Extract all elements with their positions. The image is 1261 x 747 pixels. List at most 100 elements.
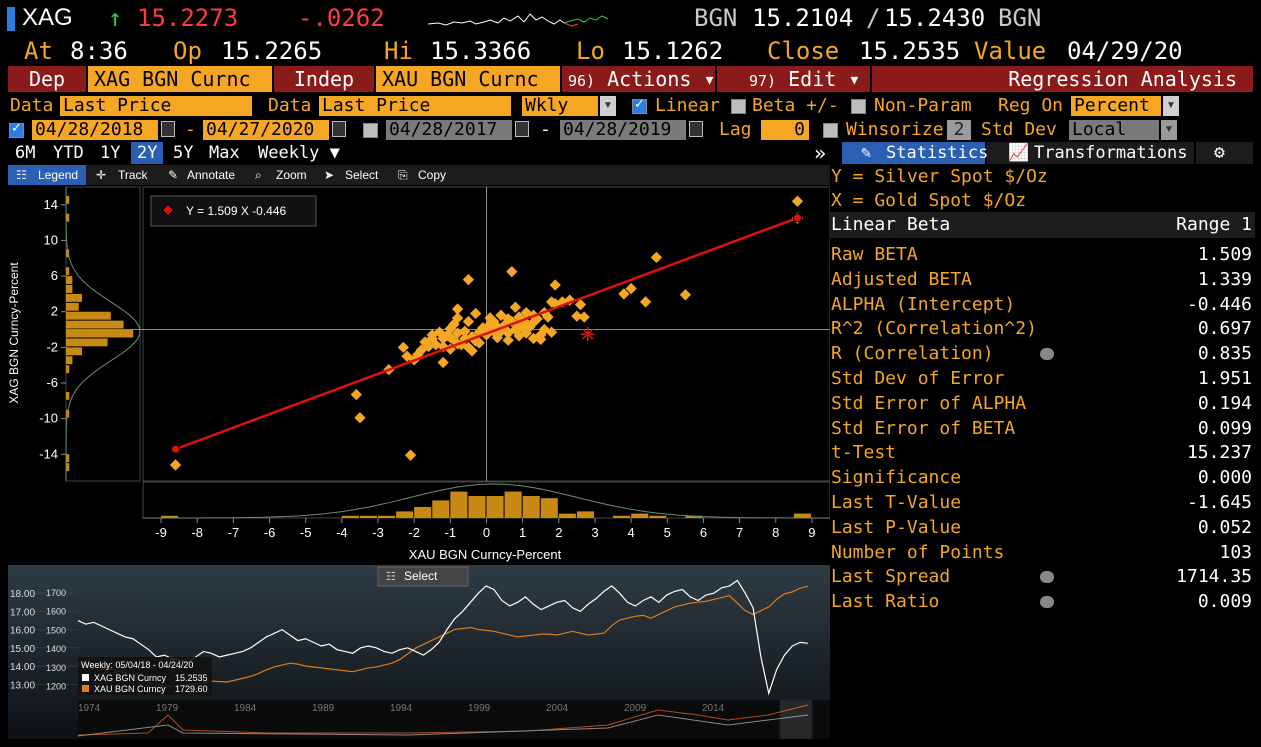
- data2-field[interactable]: Last Price: [319, 96, 511, 116]
- settings-gear-button[interactable]: [1196, 142, 1253, 164]
- data1-field[interactable]: Last Price: [60, 96, 252, 116]
- scatter-point[interactable]: [462, 315, 475, 328]
- scatter-point[interactable]: [401, 350, 413, 362]
- scatter-point[interactable]: [513, 330, 525, 342]
- scatter-point[interactable]: [679, 289, 692, 301]
- scatter-point[interactable]: [506, 265, 518, 278]
- track-icon[interactable]: ✛: [96, 168, 107, 182]
- scatter-point[interactable]: [542, 311, 554, 323]
- select-label[interactable]: Select: [345, 168, 379, 182]
- right-axis-tick: 1300: [46, 663, 66, 673]
- reg-on-dropdown-icon[interactable]: ▼: [1163, 96, 1179, 116]
- bid-price: 15.2104: [752, 4, 854, 32]
- range1-checkbox[interactable]: [9, 120, 24, 138]
- range1-start-date[interactable]: 04/28/2018: [32, 120, 158, 140]
- gear-icon[interactable]: ⚙: [1214, 142, 1225, 163]
- scatter-point[interactable]: [473, 337, 485, 349]
- mini-chart-icon[interactable]: [1040, 571, 1054, 584]
- beta-checkbox[interactable]: [731, 99, 746, 114]
- y-histogram-bar: [66, 365, 70, 374]
- mini-chart-icon[interactable]: [1040, 596, 1054, 609]
- track-label[interactable]: Track: [118, 168, 148, 182]
- indep-security-field[interactable]: XAU BGN Curnc: [376, 66, 560, 92]
- scatter-point[interactable]: [545, 326, 558, 338]
- edit-number: 97): [749, 72, 777, 90]
- scatter-point[interactable]: [354, 412, 366, 424]
- scatter-point[interactable]: [404, 449, 417, 461]
- range2-checkbox[interactable]: [363, 123, 378, 138]
- xag-legend-swatch: [82, 674, 89, 681]
- winsorize-checkbox[interactable]: [823, 123, 838, 138]
- scatter-point[interactable]: [451, 327, 464, 339]
- navigator-window[interactable]: [779, 699, 813, 739]
- select-button[interactable]: [377, 566, 469, 587]
- select-arrow-icon[interactable]: ➤: [324, 168, 335, 182]
- tab-1y[interactable]: 1Y: [100, 143, 121, 163]
- tab-max[interactable]: Max: [209, 143, 240, 163]
- annotate-label[interactable]: Annotate: [187, 168, 236, 182]
- edit-label: Edit ▾: [788, 67, 861, 91]
- right-axis-tick: 1500: [46, 625, 66, 635]
- reg-on-select[interactable]: Percent: [1071, 96, 1161, 116]
- zoom-icon[interactable]: ⌕: [255, 168, 262, 182]
- ticker[interactable]: XAG: [22, 4, 73, 31]
- scatter-point[interactable]: [444, 331, 456, 344]
- scatter-point[interactable]: [397, 341, 409, 354]
- annotate-icon[interactable]: ✎: [168, 168, 179, 182]
- period-select[interactable]: Wkly: [522, 96, 598, 116]
- tab-2y[interactable]: 2Y: [131, 142, 164, 164]
- scatter-point[interactable]: [535, 329, 547, 341]
- calendar-icon[interactable]: [161, 121, 175, 137]
- statistics-tab[interactable]: [842, 142, 985, 164]
- scatter-point[interactable]: [571, 310, 583, 322]
- scatter-point[interactable]: [437, 332, 449, 345]
- scatter-point[interactable]: [437, 356, 449, 369]
- y-tick-label: 2: [51, 304, 58, 319]
- linear-checkbox[interactable]: [632, 96, 647, 114]
- calendar-icon[interactable]: [332, 121, 346, 137]
- tab-weekly[interactable]: Weekly ▼: [258, 143, 340, 163]
- scatter-point[interactable]: [426, 332, 438, 345]
- zoom-label[interactable]: Zoom: [276, 168, 307, 182]
- range1-end-date[interactable]: 04/27/2020: [203, 120, 329, 140]
- stat-label: R (Correlation): [831, 343, 994, 365]
- right-axis-tick: 1400: [46, 644, 66, 654]
- tab-ytd[interactable]: YTD: [53, 143, 84, 163]
- scatter-point[interactable]: [415, 344, 428, 356]
- std-dev-select[interactable]: Local: [1069, 120, 1159, 140]
- period-dropdown-icon[interactable]: ▼: [600, 96, 616, 116]
- lag-field[interactable]: 0: [761, 120, 809, 140]
- calendar-icon[interactable]: [515, 121, 529, 137]
- range2-start-date[interactable]: 04/28/2017: [386, 120, 512, 140]
- net-change: -.0262: [298, 4, 385, 32]
- tab-5y[interactable]: 5Y: [173, 143, 194, 163]
- regression-scatter-chart[interactable]: -9 -8 -7 -6 -5 -4 -3 -2 -1 0 1 2 3 4 5 6 7 8 9 141062-2-6-…: [8, 185, 830, 565]
- price-history-chart[interactable]: 18.00 17.00 16.00 15.00 14.00 13.00 1700 1600 15…: [8, 565, 830, 739]
- x-histogram-bar: [341, 515, 359, 518]
- scatter-point[interactable]: [444, 322, 456, 335]
- x-histogram-bar: [649, 515, 667, 518]
- transformations-tab[interactable]: [987, 142, 1194, 164]
- mini-chart-icon[interactable]: [1040, 348, 1054, 361]
- collapse-panel-icon[interactable]: »: [814, 141, 827, 165]
- winsorize-field[interactable]: 2: [947, 120, 971, 140]
- scatter-point[interactable]: [578, 311, 590, 323]
- stats-table-header: [829, 212, 1255, 238]
- nonparam-checkbox[interactable]: [851, 99, 866, 114]
- scatter-point[interactable]: [502, 334, 514, 346]
- scatter-point[interactable]: [169, 459, 182, 471]
- tab-6m[interactable]: 6M: [15, 143, 36, 163]
- scatter-point[interactable]: [466, 345, 478, 357]
- std-dev-dropdown-icon[interactable]: ▼: [1161, 120, 1177, 140]
- legend-button[interactable]: [8, 165, 86, 185]
- actions-menu[interactable]: 96) Actions ▾: [562, 66, 715, 92]
- edit-menu[interactable]: 97) Edit ▾: [717, 66, 870, 92]
- copy-icon[interactable]: ⎘: [398, 168, 408, 182]
- dep-security-field[interactable]: XAG BGN Curnc: [88, 66, 272, 92]
- scatter-point[interactable]: [350, 388, 362, 401]
- calendar-icon[interactable]: [689, 121, 703, 137]
- timeline-year-label: 1999: [468, 703, 491, 714]
- copy-label[interactable]: Copy: [418, 168, 447, 182]
- range2-end-date[interactable]: 04/28/2019: [560, 120, 686, 140]
- left-axis-tick: 17.00: [10, 607, 35, 618]
